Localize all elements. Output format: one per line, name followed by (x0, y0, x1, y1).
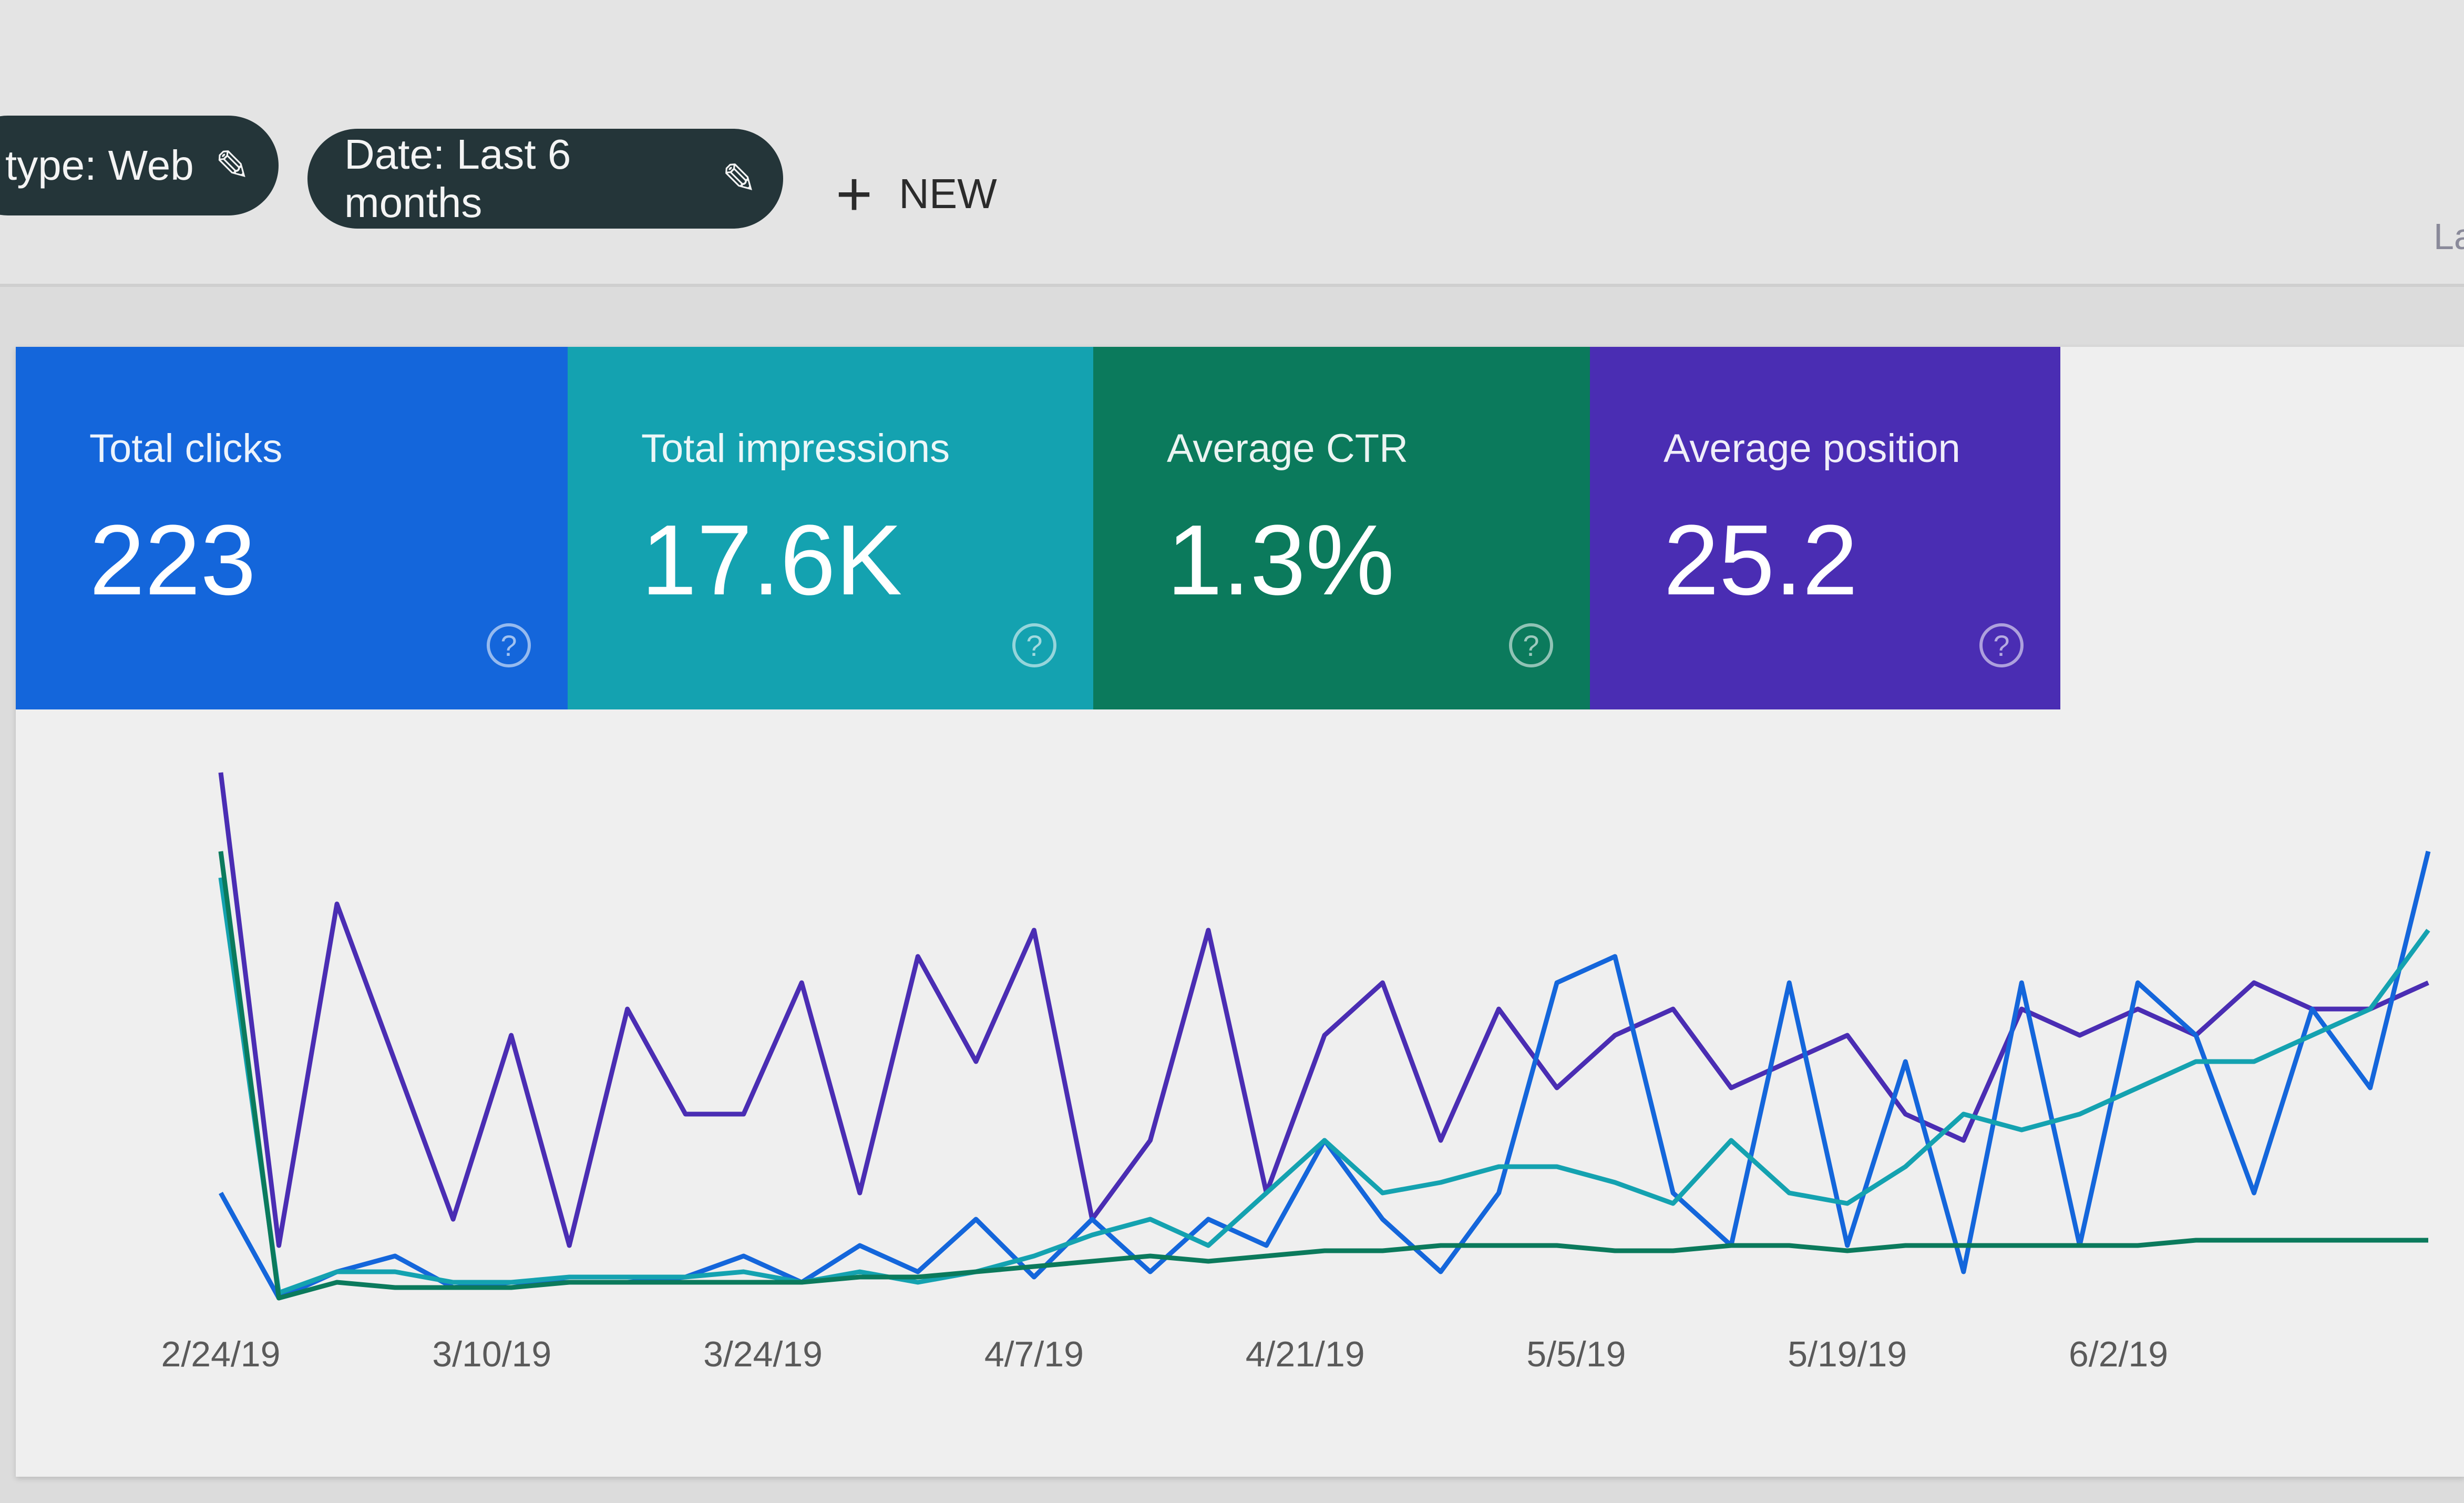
x-tick-label: 2/24/19 (161, 1334, 281, 1374)
card-label: Average position (1664, 426, 1960, 471)
card-value: 223 (89, 505, 256, 616)
help-circle-icon[interactable]: ? (1979, 623, 2024, 667)
series-line-2 (218, 877, 2430, 1295)
chip-label: type: Web (5, 142, 194, 189)
help-circle-icon[interactable]: ? (1509, 623, 1553, 667)
card-total-impressions[interactable]: Total impressions 17.6K ? (568, 347, 1093, 709)
x-tick-label: 4/21/19 (1246, 1334, 1365, 1374)
card-average-position[interactable]: Average position 25.2 ? (1590, 347, 2060, 709)
x-tick-label: 3/24/19 (703, 1334, 823, 1374)
card-average-ctr[interactable]: Average CTR 1.3% ? (1093, 347, 1590, 709)
x-tick-label: 6/2/19 (2069, 1334, 2168, 1374)
help-circle-icon[interactable]: ? (1012, 623, 1056, 667)
plus-icon: + (836, 159, 873, 229)
series-line-3 (218, 851, 2428, 1301)
new-filter-button[interactable]: + NEW (836, 158, 997, 230)
card-value: 25.2 (1664, 505, 1858, 616)
new-label: NEW (899, 170, 997, 217)
card-value: 17.6K (641, 505, 902, 616)
card-label: Average CTR (1167, 426, 1409, 471)
series-line-1 (219, 850, 2431, 1301)
search-type-filter-chip[interactable]: type: Web ✎ (0, 116, 279, 215)
metric-cards: Total clicks 223 ? Total impressions 17.… (16, 347, 2060, 709)
cutoff-text: La (2434, 216, 2464, 257)
series-line-0 (218, 772, 2429, 1248)
x-tick-label: 3/10/19 (432, 1334, 551, 1374)
pencil-icon[interactable]: ✎ (214, 142, 250, 189)
card-value: 1.3% (1167, 505, 1395, 616)
chip-label: Date: Last 6 months (344, 131, 571, 226)
card-label: Total impressions (641, 426, 950, 471)
x-tick-label: 5/19/19 (1788, 1334, 1907, 1374)
x-tick-label: 5/5/19 (1526, 1334, 1626, 1374)
card-label: Total clicks (89, 426, 283, 471)
date-filter-chip[interactable]: Date: Last 6 months ✎ (307, 129, 783, 229)
x-tick-label: 4/7/19 (984, 1334, 1084, 1374)
help-circle-icon[interactable]: ? (487, 623, 531, 667)
performance-chart[interactable]: 2/24/19 3/10/19 3/24/19 4/7/19 4/21/19 5… (0, 709, 2464, 1445)
card-total-clicks[interactable]: Total clicks 223 ? (16, 347, 568, 709)
divider (0, 284, 2464, 287)
pencil-icon[interactable]: ✎ (721, 155, 757, 202)
